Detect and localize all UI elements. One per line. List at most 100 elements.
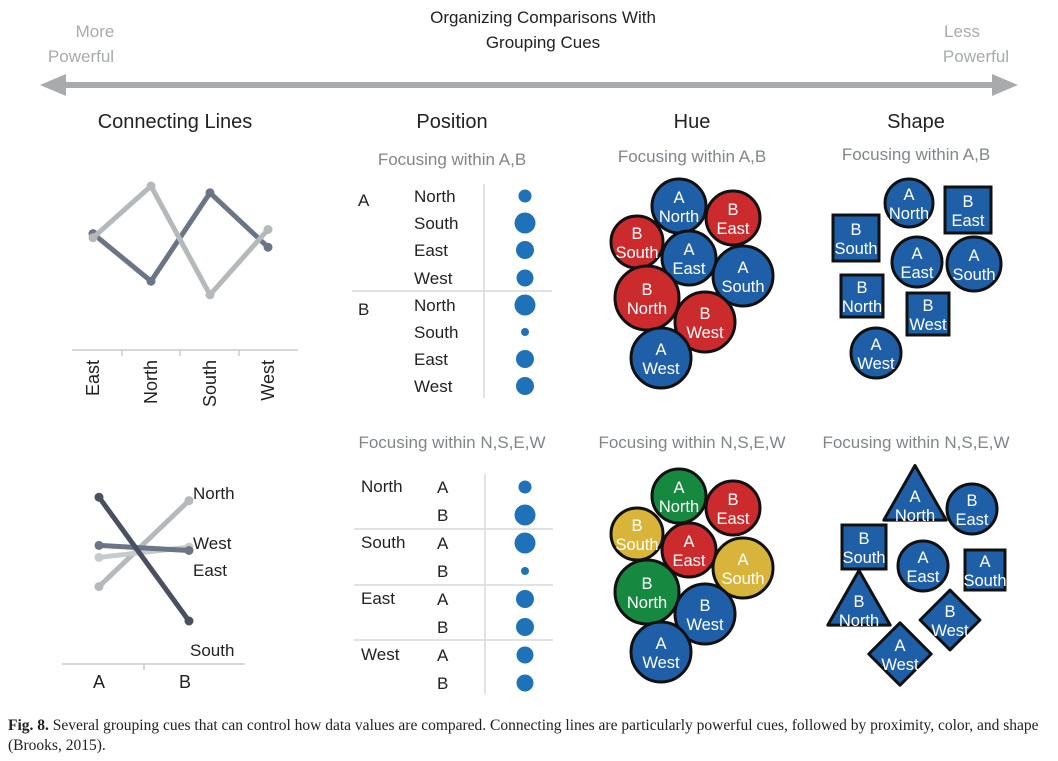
series-point-north-b: [184, 496, 194, 506]
hue-bottom-a-south-group-label: A: [737, 551, 748, 569]
shape-top-a-east-group-label: A: [911, 245, 922, 263]
shape-top-b-west-region-label: West: [909, 316, 947, 334]
hue-top-a-west-shape: [629, 326, 693, 390]
dot-b-south: [521, 328, 529, 336]
shape-bottom-a-west-shape: [867, 621, 933, 687]
shape-bottom-a-east-shape: [896, 539, 950, 593]
dot-a-north: [518, 189, 532, 203]
hue-bottom-b-west-shape: [673, 582, 737, 646]
row-label-b-south: South: [414, 323, 458, 342]
position-top: A North South East West B North South East West: [352, 184, 552, 398]
row-label-south-a: A: [437, 534, 449, 553]
shape-bottom-a-west-group-label: A: [894, 637, 905, 655]
x-tick-label-west: West: [258, 360, 278, 401]
dot-north-b: [514, 504, 536, 526]
shape-bottom-a-north-shape: [882, 464, 948, 522]
shape-bottom-b-east-group-label: B: [966, 492, 977, 510]
hue-top-a-south-shape: [711, 244, 775, 308]
shape-top-b-north-shape: [839, 273, 885, 319]
hue-top-a-west-region-label: West: [642, 360, 680, 378]
hue-bottom-a-south-region-label: South: [721, 570, 764, 588]
hue-bottom-b-north-region-label: North: [627, 594, 667, 612]
shape-top-a-north-group-label: A: [903, 186, 914, 204]
hue-top-b-west-shape: [673, 290, 737, 354]
power-arrow: [40, 74, 1018, 96]
hue-bottom-a-west-group-label: A: [655, 635, 666, 653]
shape-top-a-east-shape: [890, 235, 944, 289]
more-label-line2: Powerful: [48, 47, 114, 66]
series-point-north-a: [94, 582, 104, 592]
group-label-north: North: [361, 477, 403, 496]
hue-top-a-south-group-label: A: [737, 259, 748, 277]
series-label-east: East: [193, 561, 227, 580]
position-bottom-subtitle: Focusing within N,S,E,W: [358, 433, 545, 452]
shape-bottom-a-north-region-label: North: [895, 507, 935, 525]
hue-bottom-subtitle: Focusing within N,S,E,W: [598, 433, 785, 452]
row-label-east-b: B: [437, 618, 448, 637]
hue-top-subtitle: Focusing within A,B: [618, 147, 766, 166]
shape-bottom-a-east-region-label: East: [906, 568, 939, 586]
hue-top-a-east-region-label: East: [672, 260, 705, 278]
series-point-a-south: [205, 188, 215, 198]
shape-bottom-b-north-group-label: B: [853, 593, 864, 611]
row-label-west-a: A: [437, 646, 449, 665]
column-shape: Shape: [887, 111, 945, 133]
shape-top-a-east-region-label: East: [900, 264, 933, 282]
hue-bottom-b-west-group-label: B: [699, 597, 710, 615]
shape-bottom-a-east-group-label: A: [917, 549, 928, 567]
shape-top-a-south-group-label: A: [968, 247, 979, 265]
shape-bottom-b-south-group-label: B: [858, 530, 869, 548]
shape-bottom-a-south-shape: [963, 548, 1007, 592]
series-point-east-a: [94, 540, 104, 550]
row-label-b-east: East: [414, 350, 448, 369]
dot-west-a: [516, 646, 534, 664]
series-point-a-north: [146, 276, 156, 286]
series-point-east-b: [184, 546, 194, 555]
hue-bottom-b-east-shape: [704, 479, 762, 537]
row-label-south-b: B: [437, 562, 448, 581]
row-label-a-south: South: [414, 214, 458, 233]
row-label-b-north: North: [414, 296, 456, 315]
hue-top-b-east-region-label: East: [716, 220, 749, 238]
hue-top-a-east-group-label: A: [683, 241, 694, 259]
row-label-a-east: East: [414, 241, 448, 260]
hue-bottom-b-south-group-label: B: [631, 517, 642, 535]
hue-top-a-south-region-label: South: [721, 278, 764, 296]
shape-top-b-south-region-label: South: [834, 240, 877, 258]
hue-bottom-a-south-shape: [711, 536, 775, 600]
hue-top-a-north-region-label: North: [659, 208, 699, 226]
less-label-line2: Powerful: [943, 47, 1009, 66]
series-line-north: [97, 498, 191, 589]
less-label-line1: Less: [944, 22, 980, 41]
dot-east-a: [516, 590, 534, 608]
series-point-a-west: [263, 242, 273, 252]
dot-north-a: [518, 480, 532, 494]
hue-bottom-b-south-region-label: South: [615, 536, 658, 554]
shape-top-a-south-shape: [945, 235, 1003, 293]
caption-label: Fig. 8.: [8, 717, 49, 734]
hue-bottom-a-east-shape: [660, 521, 718, 579]
hue-top-b-north-region-label: North: [627, 300, 667, 318]
dot-b-east: [516, 350, 534, 368]
dot-east-b: [516, 618, 534, 636]
dot-south-b: [521, 567, 529, 575]
row-label-east-a: A: [437, 590, 449, 609]
column-hue: Hue: [674, 111, 711, 133]
series-point-south-a: [94, 492, 104, 502]
series-line-b: [91, 183, 270, 298]
shape-top-b-east-region-label: East: [951, 212, 984, 230]
series-line-east: [98, 542, 190, 553]
shape-bottom-subtitle: Focusing within N,S,E,W: [822, 433, 1009, 452]
dot-a-south: [514, 212, 536, 234]
dot-south-a: [514, 532, 536, 554]
series-label-north: North: [193, 484, 235, 503]
group-label-a: A: [358, 191, 370, 210]
row-label-a-north: North: [414, 187, 456, 206]
shape-bottom-b-north-region-label: North: [839, 612, 879, 630]
shape-top-b-south-group-label: B: [850, 221, 861, 239]
hue-bottom-b-north-group-label: B: [641, 575, 652, 593]
hue-bottom-b-east-region-label: East: [716, 510, 749, 528]
